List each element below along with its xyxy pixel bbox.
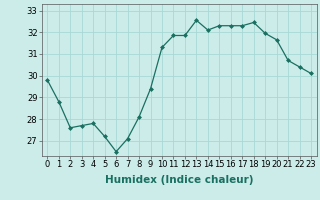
X-axis label: Humidex (Indice chaleur): Humidex (Indice chaleur) [105, 175, 253, 185]
